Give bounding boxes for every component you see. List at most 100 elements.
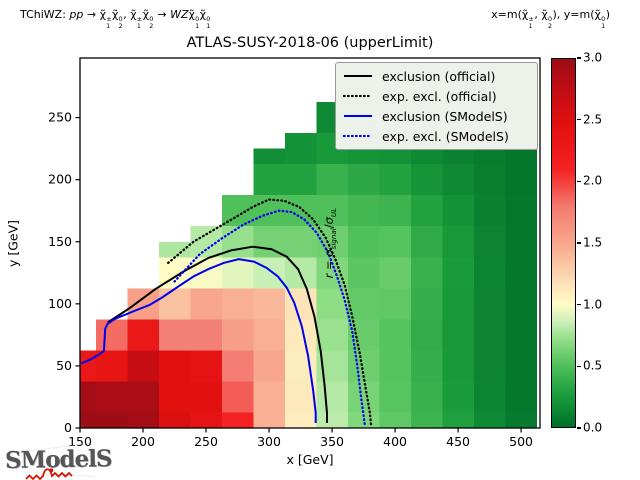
- heatmap-cell: [379, 226, 411, 258]
- heatmap-cell: [284, 412, 317, 428]
- colorbar-tick-label: 2.5: [583, 112, 603, 127]
- axes: 150 200 250 300 350 400 450 500 0 50 100 150 200 250: [48, 57, 541, 449]
- colorbar: [551, 58, 576, 428]
- text-segment: χ̃ 0 2: [541, 8, 552, 30]
- colorbar-tick-label: 2.0: [583, 174, 603, 189]
- text-segment: χ̃ 0 1: [188, 8, 200, 30]
- heatmap-cell: [127, 288, 159, 320]
- y-tick-label: 250: [48, 110, 72, 125]
- heatmap-cell: [316, 319, 348, 351]
- curve-exclusion-smodels-: [80, 258, 317, 423]
- heatmap-cell: [158, 241, 191, 258]
- curve-exp-excl-smodels-: [173, 209, 366, 427]
- heatmap-cell: [410, 288, 443, 320]
- y-tick-label: 100: [48, 296, 72, 311]
- legend-box: exclusion (official) exp. excl. (official…: [335, 62, 538, 150]
- heatmap-cell: [442, 226, 474, 258]
- heatmap-cell: [253, 288, 285, 320]
- colorbar-tick-label: 1.0: [583, 297, 603, 312]
- legend-item: exclusion (official): [342, 69, 531, 84]
- heatmap-cell: [158, 350, 191, 382]
- heatmap-cell: [442, 381, 474, 413]
- x-tick-label: 450: [446, 434, 470, 449]
- text-segment: ): [605, 8, 610, 21]
- text-segment: σsignal: [321, 228, 339, 257]
- heatmap-cell: [284, 133, 317, 165]
- heatmap-cell: [473, 226, 506, 258]
- text-segment: pp: [69, 8, 84, 21]
- heatmap-cell: [127, 350, 159, 382]
- y-tick-label: 50: [56, 358, 72, 373]
- y-tick-label: 150: [48, 234, 72, 249]
- axes-definition-label: x=m(χ̃ ±1, χ̃ 0 2), y=m(χ̃ 0 1): [491, 8, 610, 30]
- colorbar-tick: [577, 180, 581, 182]
- text-segment: ,: [123, 8, 131, 21]
- heatmap-cell: [190, 226, 222, 258]
- heatmap-cell: [442, 412, 474, 428]
- heatmap-cell: [505, 288, 537, 320]
- text-segment: →: [83, 8, 100, 21]
- legend-line-sample: [344, 75, 372, 77]
- colorbar-tick-label: 1.5: [583, 235, 603, 250]
- x-axis-label: x [GeV]: [286, 452, 334, 467]
- legend-item-label: exclusion (SModelS): [382, 108, 508, 124]
- text-segment: →: [153, 8, 171, 21]
- text-segment: WZ: [170, 8, 189, 21]
- colorbar-tick: [577, 119, 581, 121]
- colorbar-tick: [577, 365, 581, 367]
- heatmap-cell: [410, 319, 443, 351]
- legend-item-label: exp. excl. (SModelS): [382, 128, 509, 144]
- text-segment: r: [321, 273, 336, 279]
- x-tick-label: 300: [257, 434, 281, 449]
- heatmap-cell: [347, 164, 380, 196]
- heatmap-cell: [379, 412, 411, 428]
- x-tick-label: 150: [68, 434, 92, 449]
- heatmap-cell: [284, 381, 317, 413]
- legend-item-label: exclusion (official): [382, 68, 496, 84]
- heatmap-cell: [473, 319, 506, 351]
- heatmap-cell: [158, 412, 191, 428]
- heatmap-cell: [190, 350, 222, 382]
- smodels-logo: SModelS: [5, 443, 115, 480]
- heatmap-cell: [95, 412, 128, 428]
- heatmap-cell: [410, 381, 443, 413]
- heatmap-cell: [379, 288, 411, 320]
- heatmap-cell: [473, 164, 506, 196]
- heatmap-cell: [80, 412, 96, 428]
- heatmap-cell: [505, 412, 537, 428]
- heatmap-cell: [505, 257, 537, 289]
- heatmap-cell: [190, 319, 222, 351]
- heatmap-cell: [190, 381, 222, 413]
- heatmap-cell: [410, 350, 443, 382]
- curve-exclusion-official-: [107, 245, 328, 423]
- text-segment: χ̃ ±1: [130, 8, 143, 30]
- heatmap-cell: [410, 226, 443, 258]
- heatmap-cell: [95, 319, 128, 351]
- heatmap-cell: [505, 381, 537, 413]
- heatmap-cell: [347, 257, 380, 289]
- text-segment: ,: [534, 8, 542, 21]
- heatmap-cell: [505, 350, 537, 382]
- heatmap-cell: [221, 288, 254, 320]
- heatmap-cell: [95, 350, 128, 382]
- heatmap-cell: [442, 288, 474, 320]
- legend-line-sample: [344, 115, 372, 117]
- heatmap-cell: [442, 164, 474, 196]
- text-segment: /: [321, 224, 336, 229]
- legend-line-sample: [342, 94, 374, 98]
- heatmap-cell: [253, 164, 285, 196]
- heatmap-cell: [316, 412, 348, 428]
- heatmap-cell: [190, 288, 222, 320]
- heatmap-cell: [253, 412, 285, 428]
- heatmap-cell: [253, 257, 285, 289]
- colorbar-tick-label: 0.0: [583, 420, 603, 435]
- heatmap-cell: [221, 350, 254, 382]
- heatmap-cell: [253, 319, 285, 351]
- heatmap-cell: [473, 412, 506, 428]
- heatmap-cell: [505, 164, 537, 196]
- heatmap-cell: [347, 288, 380, 320]
- heatmap-cell: [379, 350, 411, 382]
- heatmap-cell: [505, 195, 537, 227]
